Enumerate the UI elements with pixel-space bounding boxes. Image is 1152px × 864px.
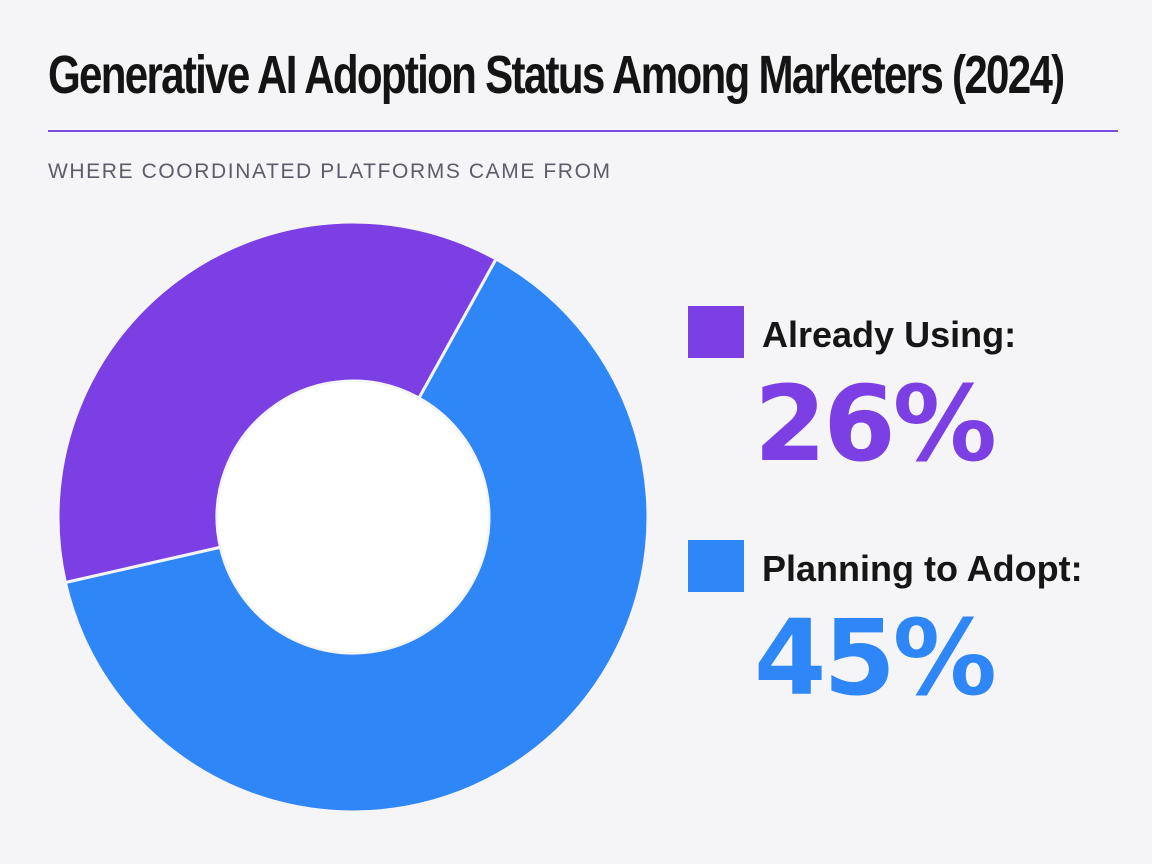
donut-slice-already-using [56,220,499,585]
legend-item-planning-to-adopt: Planning to Adopt: 45% [688,540,1128,710]
chart-subtitle: WHERE COORDINATED PLATFORMS CAME FROM [48,160,612,183]
legend-label-already-using: Already Using: [762,314,1017,355]
legend-label-planning-to-adopt: Planning to Adopt: [762,548,1083,589]
legend-value-already-using: 26% [754,363,997,485]
donut-slices [56,220,650,814]
legend-swatch-planning-to-adopt [688,540,744,592]
donut-hole [218,382,488,652]
legend-item-already-using: Already Using: 26% [688,306,1128,476]
donut-slice-planning-to-adopt [63,256,650,814]
legend-value-planning-to-adopt: 45% [754,597,997,719]
title-divider [48,130,1118,132]
legend-swatch-already-using [688,306,744,358]
